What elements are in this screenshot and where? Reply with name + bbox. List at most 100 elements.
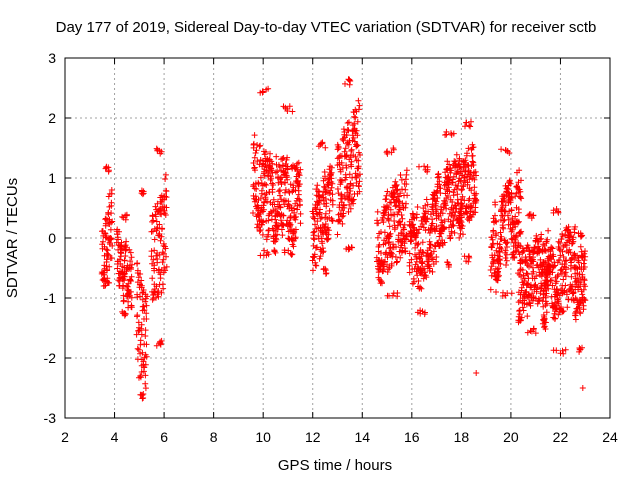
data-point bbox=[463, 152, 470, 159]
data-point bbox=[448, 223, 455, 230]
data-point bbox=[382, 240, 389, 247]
data-point bbox=[384, 254, 391, 261]
data-point bbox=[471, 184, 478, 191]
data-point bbox=[322, 173, 328, 180]
data-point bbox=[314, 244, 320, 251]
data-point bbox=[579, 232, 586, 239]
data-point bbox=[535, 245, 542, 252]
data-point bbox=[442, 199, 449, 206]
data-point bbox=[518, 284, 525, 291]
data-point bbox=[140, 287, 147, 293]
data-point bbox=[346, 171, 353, 178]
data-point bbox=[282, 189, 288, 196]
data-point bbox=[464, 210, 471, 217]
data-point bbox=[424, 258, 431, 265]
data-point bbox=[346, 156, 353, 163]
data-point bbox=[423, 196, 430, 203]
data-point bbox=[414, 204, 421, 210]
data-point bbox=[448, 228, 455, 235]
data-point bbox=[356, 178, 363, 185]
data-point bbox=[158, 192, 165, 199]
data-point bbox=[338, 179, 344, 185]
data-point bbox=[143, 316, 150, 322]
data-point bbox=[555, 311, 562, 318]
data-point bbox=[420, 205, 427, 212]
data-point bbox=[466, 195, 473, 202]
data-point bbox=[471, 198, 478, 205]
data-point bbox=[319, 222, 326, 228]
data-point bbox=[445, 216, 452, 223]
data-point bbox=[419, 260, 426, 267]
data-point bbox=[159, 225, 166, 232]
data-point bbox=[121, 273, 128, 280]
data-point bbox=[268, 210, 275, 216]
data-point bbox=[142, 385, 149, 392]
data-point bbox=[502, 208, 509, 215]
data-point bbox=[254, 158, 261, 165]
data-point bbox=[443, 128, 450, 135]
data-point bbox=[159, 196, 166, 203]
data-point bbox=[531, 244, 538, 251]
data-point bbox=[296, 172, 303, 179]
data-point bbox=[284, 176, 291, 183]
data-point bbox=[345, 76, 352, 83]
data-point bbox=[315, 193, 322, 200]
y-tick-label: -1 bbox=[44, 290, 57, 306]
data-point bbox=[400, 226, 407, 233]
data-point bbox=[487, 267, 494, 273]
data-point bbox=[579, 253, 586, 260]
data-point bbox=[548, 277, 555, 284]
data-point bbox=[322, 221, 329, 227]
data-point bbox=[536, 269, 543, 276]
data-point bbox=[135, 274, 142, 281]
data-point bbox=[534, 284, 541, 291]
data-point bbox=[509, 215, 516, 222]
data-point bbox=[582, 248, 588, 255]
data-point bbox=[344, 126, 351, 133]
data-point bbox=[327, 172, 334, 179]
data-point bbox=[262, 196, 269, 203]
data-point bbox=[563, 257, 570, 264]
data-point bbox=[144, 293, 151, 300]
data-point bbox=[276, 203, 283, 210]
data-point bbox=[512, 223, 519, 230]
data-point bbox=[571, 256, 578, 263]
data-point bbox=[449, 221, 456, 228]
data-point bbox=[118, 243, 125, 250]
data-point bbox=[109, 218, 116, 225]
data-point bbox=[498, 246, 505, 252]
data-point bbox=[378, 250, 384, 256]
data-point bbox=[550, 207, 557, 214]
data-point bbox=[321, 183, 328, 190]
data-point bbox=[544, 236, 551, 243]
data-point bbox=[503, 262, 509, 268]
data-point bbox=[337, 168, 344, 175]
data-point bbox=[316, 255, 323, 262]
data-point bbox=[344, 120, 351, 126]
data-point bbox=[581, 296, 588, 303]
data-point bbox=[553, 286, 560, 293]
y-tick-label: 3 bbox=[48, 50, 56, 66]
data-point bbox=[497, 229, 504, 236]
data-point bbox=[264, 249, 271, 256]
data-point bbox=[392, 254, 399, 260]
data-point bbox=[555, 238, 562, 245]
data-point bbox=[445, 193, 451, 199]
data-point bbox=[251, 154, 258, 161]
data-point bbox=[572, 312, 579, 319]
data-point bbox=[127, 258, 134, 265]
data-point bbox=[349, 244, 355, 251]
data-point bbox=[138, 321, 145, 328]
data-point bbox=[284, 166, 291, 173]
data-point bbox=[425, 208, 432, 215]
data-point bbox=[134, 279, 141, 286]
data-point bbox=[410, 212, 417, 219]
data-point bbox=[287, 227, 294, 234]
data-point bbox=[291, 229, 298, 236]
data-point bbox=[386, 223, 393, 230]
data-point bbox=[142, 333, 149, 339]
data-point bbox=[421, 163, 428, 170]
data-point bbox=[268, 167, 275, 174]
data-point bbox=[535, 295, 542, 302]
data-point bbox=[493, 218, 500, 225]
